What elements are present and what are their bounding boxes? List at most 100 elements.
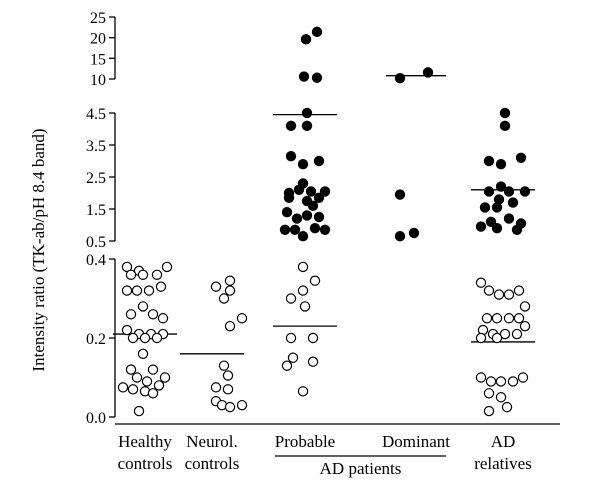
- open-point: [131, 372, 143, 383]
- open-point: [141, 376, 153, 387]
- open-point: [127, 384, 139, 395]
- filled-point: [485, 216, 497, 227]
- x-category-label: Probable: [275, 432, 335, 451]
- open-point: [281, 360, 293, 371]
- filled-point: [475, 221, 487, 232]
- open-point: [117, 382, 129, 393]
- x-category-label: relatives: [474, 454, 532, 473]
- data-points: [117, 26, 531, 417]
- open-point: [299, 301, 311, 312]
- y-tick-label: 3.5: [86, 138, 106, 155]
- filled-point: [519, 186, 531, 197]
- open-point: [309, 275, 321, 286]
- x-category-label: Neurol.: [186, 432, 237, 451]
- open-point: [517, 372, 529, 383]
- filled-point: [503, 186, 515, 197]
- open-point: [481, 313, 493, 324]
- open-point: [501, 401, 513, 413]
- open-point: [513, 285, 525, 296]
- open-point: [475, 277, 487, 288]
- filled-point: [301, 120, 313, 132]
- filled-point: [511, 224, 523, 235]
- open-point: [131, 285, 143, 296]
- open-point: [236, 313, 248, 324]
- filled-point: [394, 189, 406, 200]
- open-point: [297, 261, 309, 273]
- x-category-label: Healthy: [118, 432, 172, 451]
- y-tick-label: 4.5: [86, 106, 106, 123]
- open-point: [139, 332, 151, 344]
- filled-point: [311, 26, 323, 38]
- open-point: [495, 392, 507, 403]
- open-point: [511, 328, 523, 340]
- filled-point: [293, 184, 305, 195]
- open-point: [218, 360, 230, 371]
- filled-point: [285, 150, 297, 162]
- filled-point: [483, 155, 495, 167]
- open-point: [161, 261, 173, 273]
- open-point: [507, 376, 519, 387]
- y-tick-label: 0.2: [86, 331, 106, 348]
- filled-point: [491, 202, 503, 213]
- open-point: [147, 364, 159, 375]
- open-point: [307, 356, 319, 367]
- y-tick-label: 0.4: [86, 252, 106, 269]
- open-point: [499, 328, 511, 340]
- open-point: [210, 281, 222, 292]
- filled-point: [313, 155, 325, 167]
- filled-point: [309, 222, 321, 234]
- x-category-label: AD: [491, 432, 516, 451]
- filled-point: [499, 120, 511, 132]
- filled-point: [289, 224, 301, 235]
- filled-point: [483, 186, 495, 197]
- open-point: [210, 382, 222, 393]
- open-point: [285, 293, 297, 304]
- filled-point: [394, 230, 406, 242]
- filled-point: [479, 202, 491, 213]
- open-point: [159, 372, 171, 383]
- x-axis-labels: Healthy controls Neurol. controls Probable Do…: [118, 432, 532, 478]
- filled-point: [300, 34, 312, 45]
- open-point: [222, 370, 234, 381]
- open-point: [503, 313, 515, 324]
- open-point: [133, 405, 145, 417]
- y-tick-label: 0.5: [86, 234, 106, 251]
- open-point: [483, 285, 495, 296]
- filled-point: [408, 227, 420, 239]
- filled-point: [495, 181, 507, 192]
- open-point: [475, 332, 487, 344]
- filled-point: [297, 158, 309, 170]
- open-point: [125, 364, 137, 375]
- y-tick-label: 10: [90, 72, 106, 89]
- open-point: [519, 301, 531, 312]
- filled-point: [394, 72, 406, 84]
- filled-point: [422, 67, 434, 78]
- open-point: [127, 332, 139, 344]
- open-point: [153, 380, 165, 391]
- open-point: [151, 332, 163, 344]
- median-lines: [113, 75, 535, 355]
- filled-point: [283, 192, 295, 203]
- open-point: [236, 399, 248, 411]
- filled-point: [279, 224, 291, 235]
- open-point: [503, 289, 515, 300]
- filled-point: [305, 186, 317, 197]
- filled-point: [311, 72, 323, 83]
- open-point: [121, 285, 133, 296]
- y-tick-label: 2.5: [86, 170, 106, 187]
- y-tick-label: 1.5: [86, 202, 106, 219]
- filled-point: [285, 120, 297, 132]
- y-axis-label: Intensity ratio (TK-ab/pH 8.4 band): [29, 128, 48, 371]
- open-point: [491, 332, 503, 344]
- open-point: [493, 289, 505, 300]
- open-point: [157, 313, 169, 324]
- filled-point: [291, 213, 303, 224]
- open-point: [125, 309, 137, 320]
- axes: 0.0 0.2 0.40.5 1.5 2.5 3.5 4.5 10 15 20 25: [86, 10, 560, 427]
- x-category-label: controls: [185, 454, 240, 473]
- open-point: [137, 301, 149, 312]
- open-point: [485, 376, 497, 387]
- y-tick-label: 0.0: [86, 410, 106, 427]
- filled-point: [298, 71, 310, 82]
